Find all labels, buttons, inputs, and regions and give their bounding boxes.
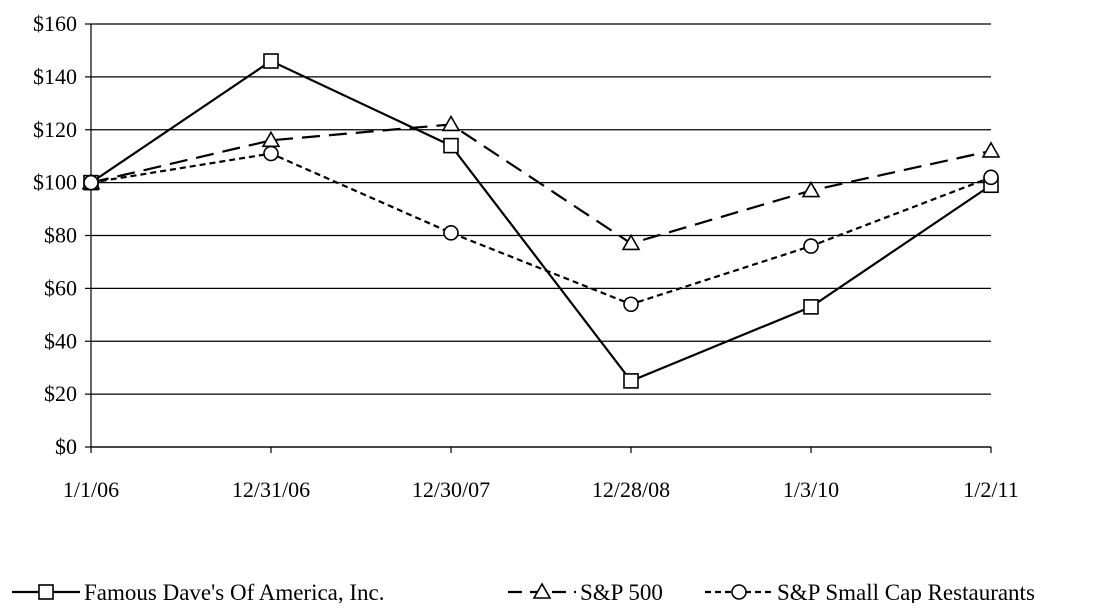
- y-tick-label: $0: [55, 434, 77, 459]
- legend-item: Famous Dave's Of America, Inc.: [12, 580, 385, 605]
- data-point-triangle: [621, 233, 641, 251]
- data-point-circle: [623, 296, 639, 313]
- x-tick-label: 12/31/06: [232, 477, 310, 502]
- legend-item: S&P Small Cap Restaurants: [705, 580, 1035, 605]
- x-tick-label: 1/2/11: [963, 477, 1018, 502]
- legend-label: Famous Dave's Of America, Inc.: [84, 580, 385, 603]
- data-point-triangle: [441, 114, 461, 132]
- y-tick-label: $80: [44, 223, 77, 248]
- series-lines: [81, 53, 1001, 389]
- y-tick-label: $120: [33, 117, 77, 142]
- data-point-circle: [83, 174, 99, 191]
- y-tick-label: $160: [33, 11, 77, 36]
- series-2: [83, 145, 999, 313]
- legend-marker-circle: [731, 584, 747, 600]
- x-axis-tick-labels: 1/1/06 12/31/06 12/30/07 12/28/08 1/3/10 1/2/…: [63, 477, 1019, 502]
- grid-lines: [91, 23, 991, 448]
- data-point-square: [263, 53, 279, 69]
- legend-label: S&P 500: [580, 580, 663, 603]
- x-tick-label: 1/3/10: [783, 477, 839, 502]
- legend-label: S&P Small Cap Restaurants: [777, 580, 1035, 603]
- data-point-circle: [983, 169, 999, 186]
- y-tick-label: $140: [33, 64, 77, 89]
- legend: Famous Dave's Of America, Inc. S&P 500 S&P…: [12, 580, 1035, 605]
- data-point-square: [803, 299, 819, 315]
- data-point-triangle: [981, 141, 1001, 158]
- y-tick-label: $60: [44, 275, 77, 300]
- series-line: [90, 59, 992, 383]
- x-tick-label: 12/30/07: [412, 477, 490, 502]
- y-axis-tick-labels: $0 $20 $40 $60 $80 $100 $120 $140 $160: [33, 11, 77, 459]
- data-point-square: [443, 137, 459, 154]
- y-tick-label: $100: [33, 170, 77, 195]
- series-line: [90, 123, 992, 245]
- series-0: [83, 53, 999, 389]
- legend-item: S&P 500: [508, 580, 663, 605]
- series-line: [90, 152, 992, 306]
- legend-marker-triangle: [532, 582, 552, 599]
- data-point-triangle: [801, 180, 821, 198]
- data-point-circle: [803, 238, 819, 254]
- y-tick-label: $40: [44, 328, 77, 353]
- data-point-circle: [263, 145, 279, 162]
- legend-marker-square: [38, 584, 54, 600]
- x-tick-label: 12/28/08: [592, 477, 670, 502]
- x-tick-label: 1/1/06: [63, 477, 119, 502]
- data-point-circle: [443, 225, 459, 241]
- data-point-square: [623, 373, 639, 389]
- axes: [85, 23, 992, 453]
- y-tick-label: $20: [44, 381, 77, 406]
